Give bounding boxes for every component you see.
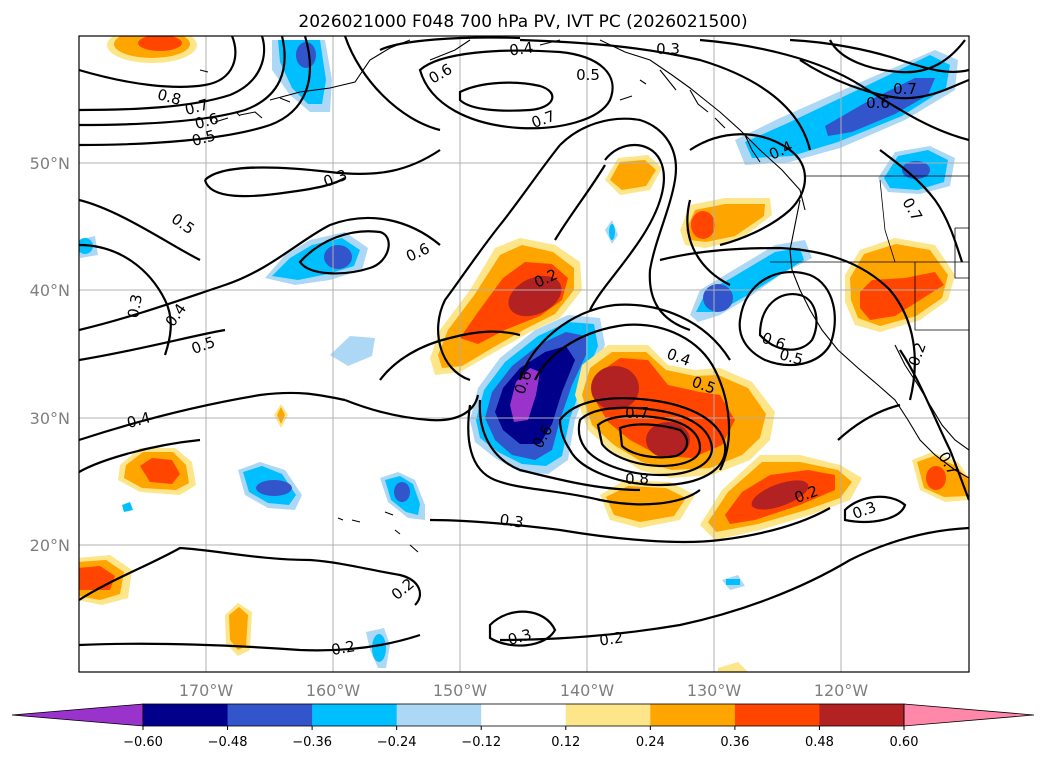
colorbar-tick-label: 0.60: [890, 735, 919, 750]
contour-label: 0.5: [777, 345, 805, 369]
colorbar-segment: [565, 704, 651, 726]
latitude-labels: 50°N 40°N 30°N 20°N: [30, 154, 70, 555]
colorbar-segment: [819, 704, 905, 726]
colorbar-tick-label: 0.48: [805, 735, 834, 750]
figure-title: 2026021000 F048 700 hPa PV, IVT PC (2026…: [298, 12, 747, 32]
shaded-field: [79, 36, 969, 672]
contour-label: 0.3: [656, 40, 680, 58]
contour-label: 0.3: [124, 293, 146, 320]
contour-label: 0.5: [190, 126, 218, 150]
lon-label: 130°W: [687, 681, 742, 700]
colorbar-tick-label: −0.36: [292, 735, 332, 750]
colorbar-extend-max: [903, 703, 1035, 727]
lon-label: 120°W: [814, 681, 869, 700]
contour-label: 0.8: [625, 470, 649, 488]
colorbar-segment: [227, 704, 313, 726]
colorbar-tick-label: −0.12: [461, 735, 501, 750]
anomaly-pnw-band: [735, 50, 958, 194]
contour-label: 0.6: [193, 109, 221, 133]
lon-label: 160°W: [306, 681, 361, 700]
colorbar-tick-label: −0.48: [208, 735, 248, 750]
colorbar-segment: [481, 704, 567, 726]
anomaly-left-orange: [118, 448, 196, 495]
colorbar: −0.60 −0.48 −0.36 −0.24 −0.12 0.12 0.24 0.36 0.4…: [11, 703, 1035, 750]
anomaly-positive-sw-band: [600, 455, 862, 540]
lat-label: 20°N: [30, 536, 70, 555]
contour-label: 0.2: [330, 637, 357, 659]
colorbar-tick-label: 0.12: [551, 735, 580, 750]
colorbar-tick-label: 0.36: [720, 735, 749, 750]
borders: [770, 175, 969, 331]
contour-label: 0.7: [625, 404, 649, 422]
anomaly-small-blobs: [79, 236, 375, 428]
anomaly-positive-coast: [605, 155, 812, 322]
colorbar-tick-label: −0.24: [377, 735, 417, 750]
colorbar-extend-min: [11, 703, 144, 727]
contour-label: 0.5: [576, 66, 600, 84]
anomaly-top-cyan: [272, 40, 332, 112]
colorbar-segment: [734, 704, 820, 726]
lat-label: 40°N: [30, 281, 70, 300]
contour-label: 0.7: [183, 95, 211, 119]
map-frame: [78, 35, 970, 673]
colorbar-segment: [312, 704, 398, 726]
lat-label: 50°N: [30, 154, 70, 173]
anomaly-cyan-bottom-left: [122, 462, 425, 520]
anomaly-cyan-163w: [265, 232, 368, 285]
anomaly-negative-main: [470, 315, 605, 474]
colorbar-frame: [142, 703, 905, 727]
colorbar-segment: [650, 704, 736, 726]
pv-contours: [79, 36, 969, 652]
anomaly-bottom-small: [225, 575, 748, 672]
contour-label: 0.8: [155, 85, 183, 109]
lon-label: 170°W: [179, 681, 234, 700]
contour-label: 0.7: [893, 80, 917, 98]
lon-label: 150°W: [433, 681, 488, 700]
contour-label: 0.4: [508, 38, 534, 59]
contour-label: 0.6: [866, 94, 890, 112]
map-panel: 0.4 0.3 0.6 0.5 0.7 0.8 0.7 0.6 0.5 0.6 …: [79, 36, 969, 672]
lon-label: 140°W: [560, 681, 615, 700]
contour-label: 0.2: [598, 628, 624, 649]
contour-label: 0.4: [125, 408, 153, 432]
colorbar-segment: [143, 704, 229, 726]
anomaly-positive-main: [430, 238, 582, 375]
colorbar-tick-label: 0.24: [636, 735, 665, 750]
contour-label: 0.3: [506, 625, 534, 649]
longitude-labels: 170°W 160°W 150°W 140°W 130°W 120°W: [179, 681, 869, 700]
colorbar-tick-label: −0.60: [123, 735, 163, 750]
anomaly-top-left: [107, 36, 197, 63]
gridlines: [79, 36, 969, 672]
lat-label: 30°N: [30, 409, 70, 428]
contour-label: 0.3: [499, 510, 525, 531]
colorbar-segment: [396, 704, 482, 726]
